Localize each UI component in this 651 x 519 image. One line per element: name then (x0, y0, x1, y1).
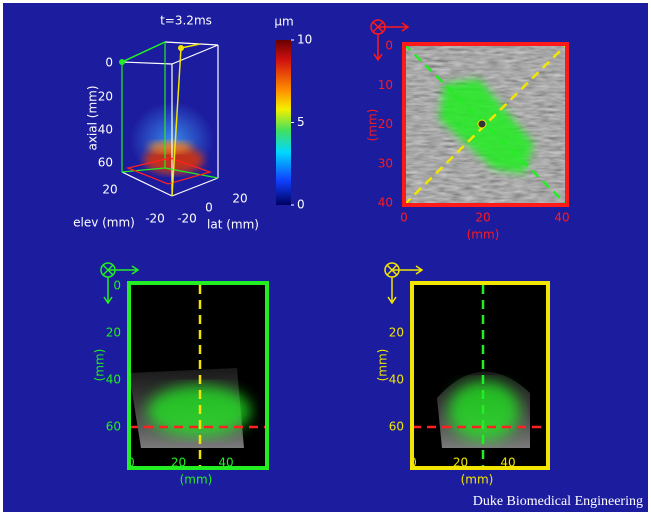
dot (178, 45, 184, 51)
footer: Duke Biomedical Engineering (473, 494, 643, 509)
elev-label: elev (mm) (73, 216, 135, 230)
y-tick-label: 10 (378, 78, 393, 92)
blob-top (148, 141, 192, 153)
x-tick-label: 40 (500, 456, 515, 470)
colorbar-unit: µm (274, 15, 293, 29)
x-tick-label: 40 (554, 211, 569, 225)
y-tick-label: 0 (113, 279, 121, 293)
x-tick-label: 0 (400, 211, 408, 225)
elev-tick: 20 (102, 183, 117, 197)
dot (119, 59, 125, 65)
y-axis-label: (mm) (376, 349, 390, 382)
y-axis-label: (mm) (366, 109, 380, 142)
y-tick-label: 30 (378, 156, 393, 170)
colorbar-tick-label: 5 (297, 115, 305, 129)
y-tick-label: 60 (389, 420, 404, 434)
y-tick-label: 40 (106, 373, 121, 387)
x-tick-label: 20 (453, 456, 468, 470)
y-tick-label: 20 (378, 117, 393, 131)
x-tick-label: 20 (171, 456, 186, 470)
time-label: t=3.2ms (160, 14, 212, 28)
x-axis-label: (mm) (461, 473, 494, 487)
axial-tick: 0 (105, 56, 113, 70)
y-tick-label: 40 (378, 196, 393, 210)
colorbar (276, 40, 291, 205)
focus (478, 120, 486, 128)
axial-tick: 20 (98, 90, 113, 104)
y-tick-label: 0 (385, 39, 393, 53)
lat-tick: 20 (232, 192, 247, 206)
axial-tick: 60 (98, 156, 113, 170)
x-tick-label: 0 (127, 456, 135, 470)
lat-tick: -20 (177, 212, 197, 226)
elev-tick: -20 (145, 212, 165, 226)
x-axis-label: (mm) (180, 473, 213, 487)
x-tick-label: 0 (409, 456, 417, 470)
lat-label: lat (mm) (207, 218, 259, 232)
y-tick-label: 20 (389, 326, 404, 340)
y-tick-label: 40 (389, 373, 404, 387)
colorbar-tick-label: 0 (297, 198, 305, 212)
lat-tick: 0 (205, 201, 213, 215)
y-axis-label: (mm) (93, 349, 107, 382)
x-axis-label: (mm) (467, 228, 500, 242)
x-tick-label: 40 (218, 456, 233, 470)
y-tick-label: 60 (106, 420, 121, 434)
y-tick-label: 20 (106, 326, 121, 340)
x-tick-label: 20 (475, 211, 490, 225)
colorbar-tick-label: 10 (297, 33, 312, 47)
figure: t=3.2msaxial (mm)020406020-20-20020elev … (0, 0, 651, 515)
axial-tick: 40 (98, 123, 113, 137)
